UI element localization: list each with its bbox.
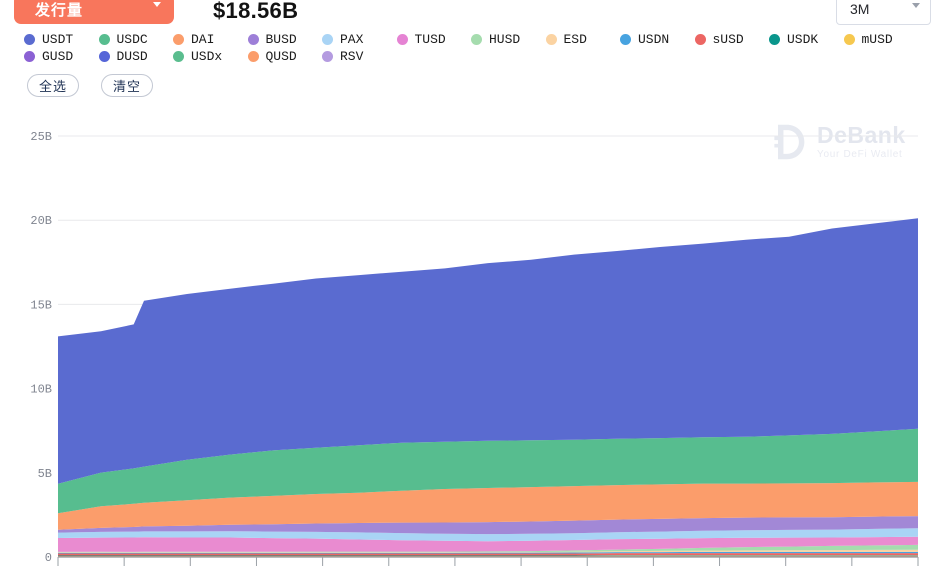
legend-label: PAX (340, 32, 364, 47)
legend-label: RSV (340, 49, 364, 64)
legend-item-husd[interactable]: HUSD (471, 32, 546, 47)
y-axis-label: 25B (30, 130, 52, 144)
legend-dot (620, 34, 631, 45)
legend-item-esd[interactable]: ESD (545, 32, 621, 47)
area-susd (58, 553, 918, 556)
select-all-button[interactable]: 全选 (27, 74, 80, 97)
legend-item-usdx[interactable]: USDx (173, 49, 248, 64)
area-usdk (58, 555, 918, 556)
legend-label: USDK (787, 32, 819, 47)
legend: USDT USDC DAI BUSD PAX TUSD HUSD ESD USDN sUSD USD… (24, 32, 921, 64)
legend-item-gusd[interactable]: GUSD (24, 49, 99, 64)
legend-item-musd[interactable]: mUSD (843, 32, 919, 47)
y-axis-label: 20B (30, 214, 52, 228)
area-usdt (58, 218, 918, 484)
legend-dot (98, 51, 110, 62)
area-musd (58, 555, 918, 557)
issuance-area-chart[interactable]: 0 5B 10B 15B 20B 25B (0, 120, 945, 568)
legend-dot (24, 51, 35, 62)
legend-dot (24, 34, 35, 45)
legend-dot (694, 34, 706, 45)
metric-dropdown-button[interactable]: 发行量 (14, 0, 174, 24)
area-busd (58, 516, 918, 535)
legend-label: HUSD (489, 32, 521, 47)
legend-dot (247, 34, 259, 45)
legend-label: mUSD (861, 32, 893, 47)
y-axis-label: 5B (38, 467, 52, 481)
legend-label: USDx (191, 49, 223, 64)
legend-item-usdk[interactable]: USDK (769, 32, 844, 47)
legend-label: sUSD (712, 32, 744, 47)
legend-dot (173, 34, 184, 45)
legend-item-pax[interactable]: PAX (322, 32, 397, 47)
legend-dot (247, 51, 259, 62)
legend-label: BUSD (265, 32, 297, 47)
area-usdc (58, 428, 918, 514)
legend-label: TUSD (414, 32, 446, 47)
legend-item-susd[interactable]: sUSD (694, 32, 770, 47)
legend-label: USDN (638, 32, 670, 47)
metric-dropdown-label: 发行量 (35, 1, 84, 19)
time-range-select[interactable]: 3M (836, 0, 931, 25)
legend-dot (98, 34, 110, 45)
legend-item-usdt[interactable]: USDT (24, 32, 99, 47)
legend-label: USDC (116, 32, 148, 47)
legend-dot (396, 34, 408, 45)
legend-label: GUSD (42, 49, 74, 64)
area-dai (58, 481, 918, 530)
legend-item-dai[interactable]: DAI (173, 32, 248, 47)
legend-dot (769, 34, 780, 45)
legend-label: ESD (563, 32, 587, 47)
chevron-down-icon (912, 3, 920, 26)
legend-dot (173, 51, 184, 62)
area-husd (58, 544, 918, 553)
legend-item-usdc[interactable]: USDC (98, 32, 174, 47)
legend-dot (322, 51, 333, 62)
legend-label: DUSD (116, 49, 148, 64)
y-axis-label: 10B (30, 383, 52, 397)
legend-item-qusd[interactable]: QUSD (247, 49, 323, 64)
area-tusd (58, 536, 918, 552)
legend-controls: 全选 清空 (27, 74, 154, 97)
legend-item-rsv[interactable]: RSV (322, 49, 397, 64)
legend-label: DAI (191, 32, 215, 47)
legend-label: USDT (42, 32, 74, 47)
legend-label: QUSD (265, 49, 297, 64)
area-pax (58, 528, 918, 542)
legend-dot (843, 34, 855, 45)
legend-dot (545, 34, 557, 45)
area-usdn (58, 551, 918, 554)
total-issuance-value: $18.56B (213, 0, 299, 23)
y-axis-label: 0 (45, 551, 52, 565)
legend-dot (322, 34, 333, 45)
chevron-down-icon (153, 2, 161, 25)
legend-item-dusd[interactable]: DUSD (98, 49, 174, 64)
legend-item-busd[interactable]: BUSD (247, 32, 323, 47)
y-axis-label: 15B (30, 298, 52, 312)
area-esd (58, 549, 918, 553)
legend-item-tusd[interactable]: TUSD (396, 32, 472, 47)
clear-button[interactable]: 清空 (101, 74, 154, 97)
time-range-value: 3M (850, 1, 870, 17)
legend-dot (471, 34, 482, 45)
legend-item-usdn[interactable]: USDN (620, 32, 695, 47)
